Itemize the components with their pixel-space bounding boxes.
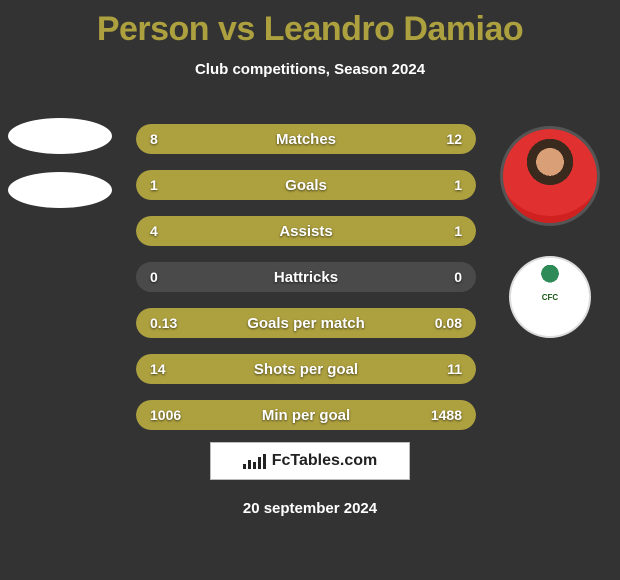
stat-label: Matches (136, 131, 476, 148)
stat-row: 41Assists (136, 216, 476, 246)
left-club-avatar-placeholder (8, 172, 112, 208)
stat-label: Goals (136, 177, 476, 194)
stat-bars: 812Matches 11Goals 41Assists 00Hattricks 0.1… (136, 124, 476, 430)
page-subtitle: Club competitions, Season 2024 (0, 61, 620, 78)
stat-row: 10061488Min per goal (136, 400, 476, 430)
stat-row: 1411Shots per goal (136, 354, 476, 384)
page-title: Person vs Leandro Damiao (0, 0, 620, 49)
stat-label: Assists (136, 223, 476, 240)
club-badge-text: CFC (542, 293, 558, 302)
stat-label: Goals per match (136, 315, 476, 332)
logo-bars-icon (243, 453, 266, 469)
right-club-badge: CFC (509, 256, 591, 338)
date-line: 20 september 2024 (0, 500, 620, 517)
fctables-logo[interactable]: FcTables.com (210, 442, 410, 480)
stat-row: 0.130.08Goals per match (136, 308, 476, 338)
stat-label: Shots per goal (136, 361, 476, 378)
stat-row: 11Goals (136, 170, 476, 200)
stat-label: Hattricks (136, 269, 476, 286)
left-avatars (8, 118, 112, 208)
stat-row: 812Matches (136, 124, 476, 154)
stat-row: 00Hattricks (136, 262, 476, 292)
stat-label: Min per goal (136, 407, 476, 424)
logo-text: FcTables.com (272, 452, 378, 470)
left-player-avatar-placeholder (8, 118, 112, 154)
right-player-avatar (500, 126, 600, 226)
right-avatars: CFC (500, 126, 600, 338)
